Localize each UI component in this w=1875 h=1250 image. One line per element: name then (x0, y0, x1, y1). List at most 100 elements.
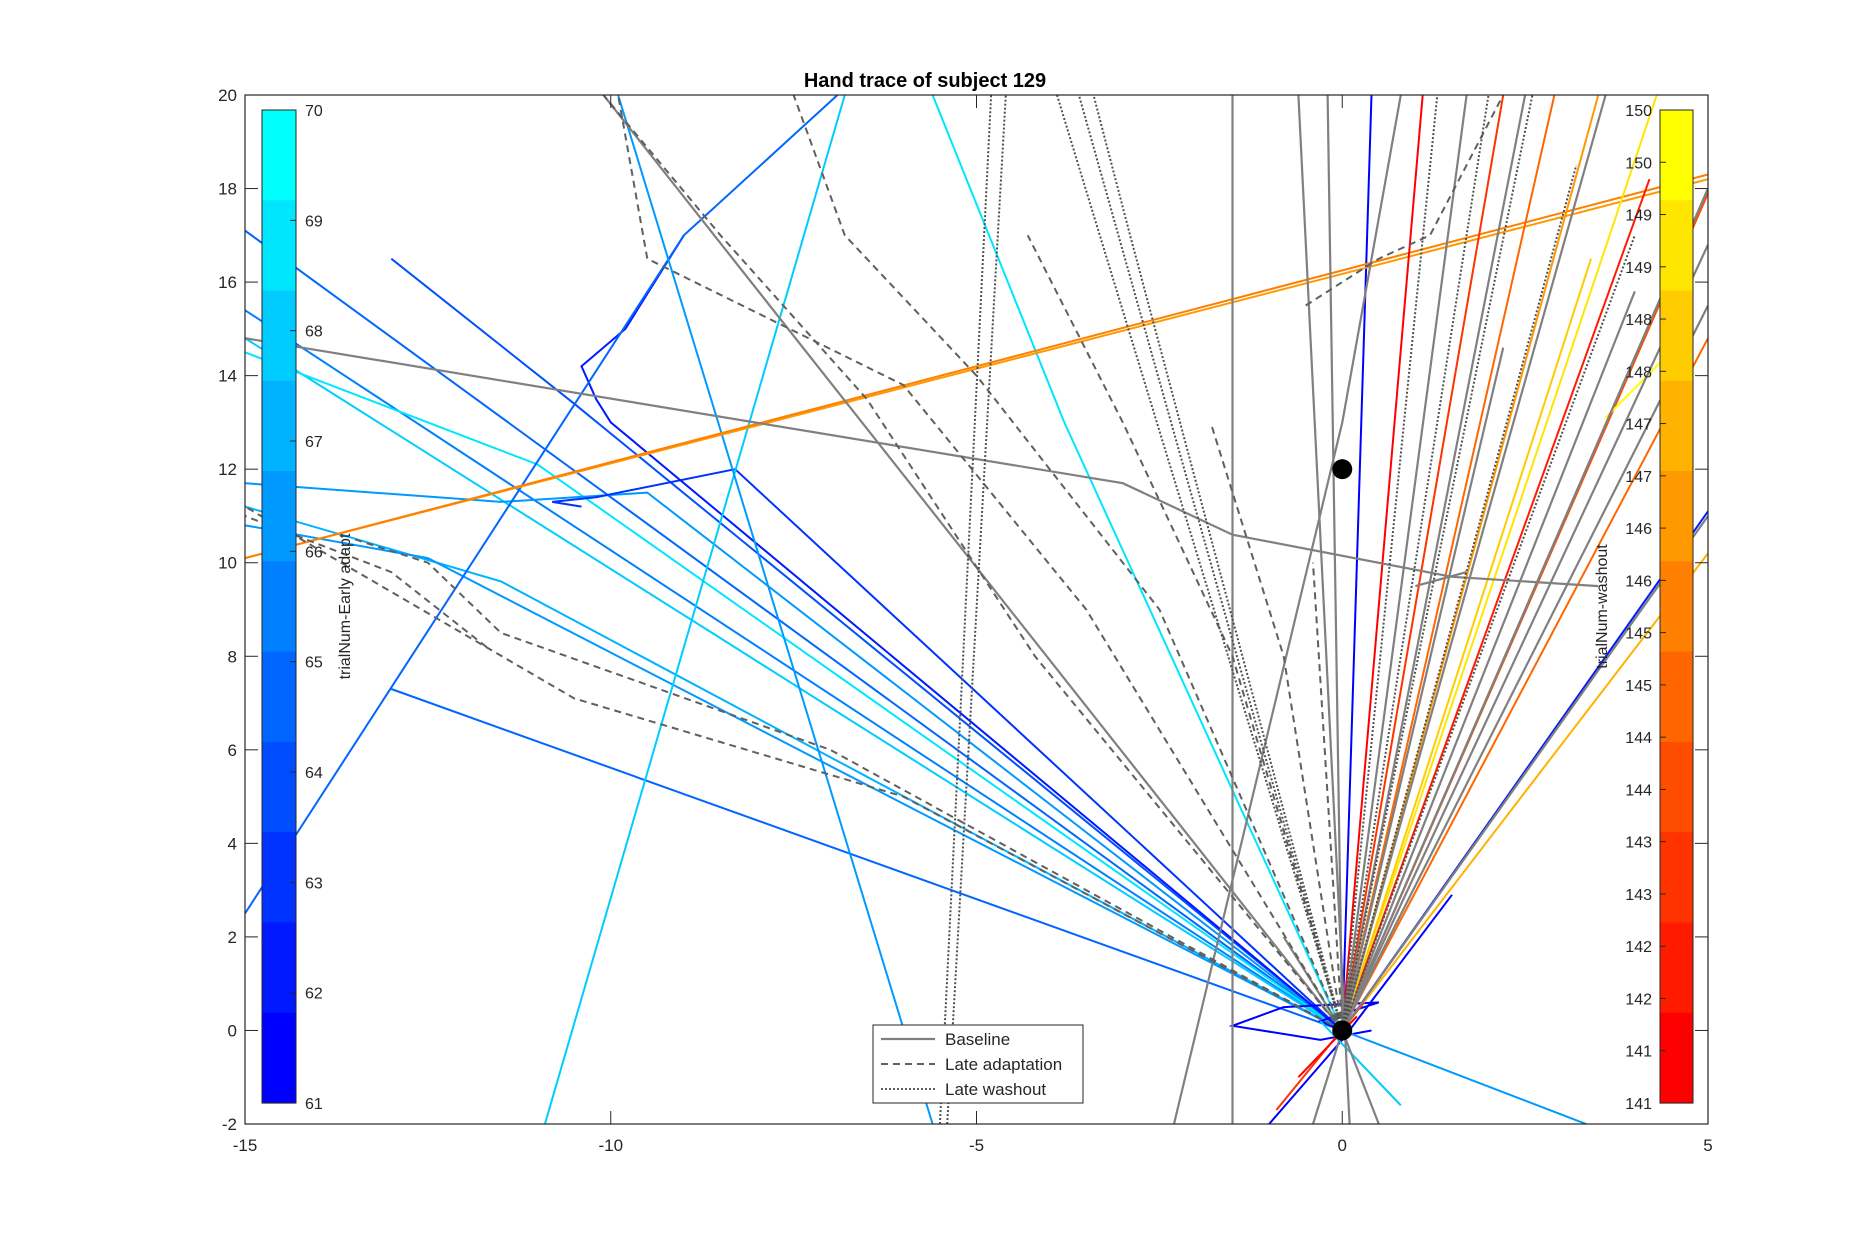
colorbar-tick-label: 61 (305, 1096, 323, 1113)
x-tick-label: -5 (969, 1136, 984, 1155)
y-tick-label: 20 (218, 86, 237, 105)
target-markers (1332, 459, 1353, 1041)
trace-baseline-42 (1341, 95, 1468, 1031)
colorbar-tick-label: 141 (1625, 1044, 1652, 1061)
colorbar-segment (1660, 741, 1693, 833)
colorbar-frame (261, 109, 297, 1104)
trace-early-adapt-14 (931, 95, 1344, 1031)
colorbar-tick-label: 66 (305, 544, 323, 561)
trace-washout-24 (1341, 95, 1505, 1031)
legend-label: Baseline (945, 1030, 1010, 1049)
colorbar-segment (262, 561, 296, 653)
target-dot-1 (1332, 459, 1353, 480)
trace-early-adapt-5 (245, 505, 1343, 1032)
y-tick-label: 18 (218, 180, 237, 199)
trace-late-adaptation-63 (245, 515, 488, 648)
trace-late-adaptation-57 (792, 95, 1344, 1031)
colorbar-tick-label: 143 (1625, 887, 1652, 904)
colorbar-segment (1660, 651, 1693, 743)
trace-baseline-46 (1341, 244, 1708, 1031)
trace-baseline-50 (1341, 347, 1505, 1031)
colorbar-tick-label: 149 (1625, 208, 1652, 225)
trace-baseline-48 (1341, 515, 1708, 1032)
trace-baseline-54 (1341, 1030, 1380, 1124)
trace-early-adapt-7 (390, 688, 1343, 1032)
trace-washout-30 (1341, 337, 1708, 1031)
trace-early-adapt-10 (580, 234, 1343, 1032)
colorbar-segment (1660, 1012, 1693, 1104)
trace-early-adapt-9 (552, 468, 1343, 1032)
trace-late-washout-68 (1077, 95, 1344, 1031)
colorbar-segment (262, 1012, 296, 1104)
colorbar-tick-label: 142 (1625, 939, 1652, 956)
trace-early-adapt-19 (1341, 1029, 1589, 1124)
y-tick-label: 16 (218, 273, 237, 292)
trace-baseline-49 (1341, 290, 1636, 1031)
x-tick-label: 5 (1703, 1136, 1712, 1155)
trace-late-adaptation-59 (1209, 422, 1344, 1031)
colorbar-tick-label: 150 (1625, 103, 1652, 120)
colorbar-segment (1660, 290, 1693, 382)
x-tick-label: -10 (598, 1136, 623, 1155)
trace-late-washout-74 (1341, 234, 1636, 1031)
colorbar-tick-label: 62 (305, 986, 323, 1003)
y-tick-label: 14 (218, 367, 237, 386)
colorbar-segment (262, 651, 296, 743)
trace-late-washout-72 (1341, 95, 1534, 1031)
colorbar-segment (262, 471, 296, 562)
colorbar-tick-label: 67 (305, 434, 323, 451)
trace-washout-29 (1341, 258, 1592, 1031)
colorbar-tick-label: 149 (1625, 260, 1652, 277)
trace-early-adapt-11 (245, 95, 839, 915)
colorbar-title: trialNum-washout (1594, 544, 1611, 669)
colorbar-segment (262, 110, 296, 201)
trace-early-adapt-6 (245, 524, 1343, 1032)
trace-late-adaptation-60 (1312, 562, 1344, 1031)
trace-early-adapt-17 (1341, 95, 1373, 1031)
y-tick-label: 10 (218, 554, 237, 573)
trace-late-washout-71 (1341, 95, 1490, 1031)
trace-early-adapt-0 (245, 229, 1343, 1032)
colorbar-tick-label: 146 (1625, 521, 1652, 538)
colorbar-tick-label: 145 (1625, 678, 1652, 695)
colorbar-segment (262, 741, 296, 833)
trace-early-adapt-13 (617, 95, 934, 1124)
colorbar-tick-label: 69 (305, 213, 323, 230)
colorbar-segment (1660, 832, 1693, 924)
trace-baseline-44 (1341, 95, 1607, 1031)
legend: Baseline Late adaptation Late washout (872, 1024, 1084, 1104)
trace-baseline-37 (1415, 571, 1467, 588)
colorbar-tick-label: 147 (1625, 469, 1652, 486)
colorbar-tick-label: 145 (1625, 626, 1652, 643)
y-tick-label: 2 (228, 928, 237, 947)
trace-baseline-47 (1341, 305, 1708, 1031)
trace-late-adaptation-55 (602, 95, 1344, 1032)
y-tick-label: 0 (228, 1021, 237, 1040)
trace-late-washout-66 (946, 95, 1007, 1124)
trace-early-adapt-8 (390, 257, 1343, 1032)
trace-early-adapt-2 (245, 337, 1343, 1032)
trace-washout-31 (1341, 552, 1708, 1032)
colorbar-tick-label: 142 (1625, 991, 1652, 1008)
trace-baseline-53 (1311, 1030, 1344, 1124)
colorbar-segment (262, 832, 296, 924)
colorbar-tick-label: 141 (1625, 1096, 1652, 1113)
trace-washout-28 (1341, 178, 1651, 1031)
trace-washout-22 (245, 173, 1708, 560)
x-tick-label: -15 (233, 1136, 258, 1155)
trace-baseline-41 (1326, 95, 1344, 1031)
chart-title: Hand trace of subject 129 (804, 70, 1046, 92)
target-dot-0 (1332, 1020, 1353, 1041)
colorbar-tick-label: 68 (305, 324, 323, 341)
trace-late-washout-70 (1341, 95, 1439, 1031)
trace-baseline-36 (245, 337, 1599, 588)
trace-lines (245, 95, 1708, 1124)
trace-baseline-45 (1341, 188, 1708, 1031)
colorbar-title: trialNum-Early adapt (337, 533, 354, 679)
colorbar-tick-label: 148 (1625, 312, 1652, 329)
colorbar-tick-label: 147 (1625, 417, 1652, 434)
colorbar-tick-label: 64 (305, 765, 323, 782)
plot-box (244, 94, 1709, 1125)
trace-early-adapt-4 (245, 482, 1343, 1032)
trace-early-adapt-3 (245, 351, 1343, 1032)
